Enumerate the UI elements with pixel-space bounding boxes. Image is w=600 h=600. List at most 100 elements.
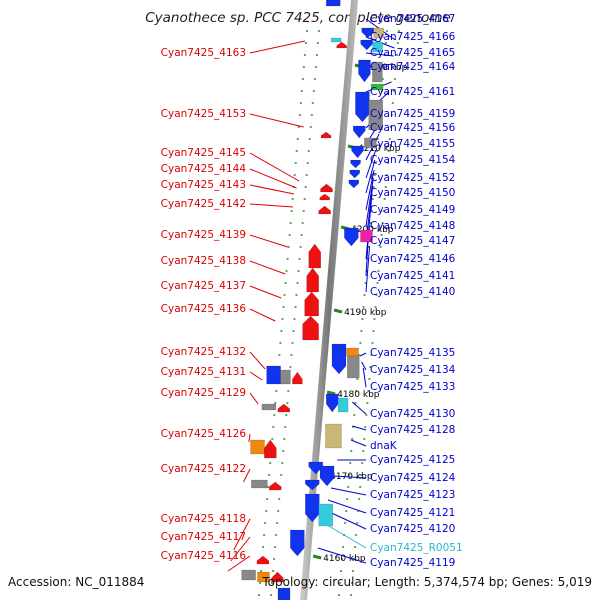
gene-feature[interactable] bbox=[346, 347, 359, 357]
gene-feature[interactable] bbox=[268, 481, 282, 491]
gene-feature[interactable] bbox=[266, 365, 281, 385]
gene-feature[interactable] bbox=[320, 183, 333, 193]
gene-feature[interactable] bbox=[361, 27, 374, 39]
gene-label-right[interactable]: Cyan7425_4159 bbox=[370, 108, 455, 120]
gene-feature[interactable] bbox=[308, 243, 321, 269]
gene-feature[interactable] bbox=[350, 159, 361, 169]
gene-feature[interactable] bbox=[351, 145, 364, 159]
gene-label-left[interactable]: Cyan7425_4143 bbox=[161, 179, 246, 191]
gene-feature[interactable] bbox=[318, 503, 333, 527]
gene-feature[interactable] bbox=[325, 393, 339, 413]
gene-label-left[interactable]: Cyan7425_4145 bbox=[161, 147, 246, 159]
gene-label-right[interactable]: Cyan7425_4150 bbox=[370, 187, 455, 199]
gene-label-right[interactable]: Cyan7425_4121 bbox=[370, 507, 455, 519]
gene-feature[interactable] bbox=[336, 41, 347, 49]
gene-feature[interactable] bbox=[305, 493, 320, 523]
gene-feature[interactable] bbox=[271, 571, 284, 583]
gene-feature[interactable] bbox=[358, 59, 371, 83]
gene-feature[interactable] bbox=[256, 555, 270, 565]
gene-feature[interactable] bbox=[325, 0, 341, 7]
gene-feature[interactable] bbox=[308, 461, 323, 475]
gene-label-left[interactable]: Cyan7425_4131 bbox=[161, 366, 246, 378]
gene-feature[interactable] bbox=[264, 439, 277, 459]
gene-feature[interactable] bbox=[368, 99, 383, 131]
gene-feature[interactable] bbox=[344, 227, 359, 247]
gene-feature[interactable] bbox=[290, 529, 305, 557]
gene-feature[interactable] bbox=[360, 39, 373, 51]
gene-feature[interactable] bbox=[319, 193, 331, 201]
gene-label-left[interactable]: Cyan7425_4163 bbox=[161, 47, 246, 59]
gene-label-left[interactable]: Cyan7425_4129 bbox=[161, 387, 246, 399]
gene-label-right[interactable]: Cyan7425_4147 bbox=[370, 235, 455, 247]
gene-feature[interactable] bbox=[277, 403, 291, 413]
gene-feature[interactable] bbox=[251, 479, 268, 489]
gene-feature[interactable] bbox=[277, 587, 291, 600]
gene-label-right[interactable]: Cyan7425_4166 bbox=[370, 31, 456, 43]
gene-label-right[interactable]: Cyan7425_4167 bbox=[370, 13, 455, 25]
gene-label-right[interactable]: Cyan7425_4161 bbox=[370, 86, 455, 98]
gene-feature[interactable] bbox=[360, 229, 373, 243]
gene-feature[interactable] bbox=[280, 369, 291, 385]
gene-label-right[interactable]: Cyan7425_4123 bbox=[370, 489, 455, 501]
gene-label-right[interactable]: Cyan7425_4149 bbox=[370, 204, 455, 216]
gene-label-left[interactable]: Cyan7425_4117 bbox=[161, 531, 246, 543]
gene-label-right[interactable]: Cyan7425_4133 bbox=[370, 381, 455, 393]
gene-feature[interactable] bbox=[370, 83, 384, 91]
gene-label-left[interactable]: Cyan7425_4116 bbox=[161, 550, 247, 562]
gene-label-right[interactable]: Cyan7425_4119 bbox=[370, 557, 455, 569]
gene-label-right[interactable]: Cyan7425_4120 bbox=[370, 523, 455, 535]
gene-feature[interactable] bbox=[257, 571, 270, 583]
gene-label-right[interactable]: Cyan7425_4148 bbox=[370, 220, 455, 232]
gene-feature[interactable] bbox=[318, 205, 331, 215]
gene-feature[interactable] bbox=[292, 371, 303, 385]
gene-feature[interactable] bbox=[373, 27, 384, 39]
gene-label-right[interactable]: Cyan7425_4140 bbox=[370, 286, 455, 298]
gene-feature[interactable] bbox=[261, 403, 277, 411]
gene-feature[interactable] bbox=[330, 37, 342, 43]
gene-label-right[interactable]: Cyan7425_4124 bbox=[370, 472, 456, 484]
gene-label-left[interactable]: Cyan7425_4139 bbox=[161, 229, 246, 241]
gene-label-right[interactable]: Cyan7425_4128 bbox=[370, 424, 455, 436]
gene-feature[interactable] bbox=[347, 355, 360, 379]
gene-label-left[interactable]: Cyan7425_4122 bbox=[161, 463, 246, 475]
gene-label-right[interactable]: Cyan7425_4125 bbox=[370, 454, 455, 466]
gene-feature[interactable] bbox=[372, 41, 383, 53]
gene-label-left[interactable]: Cyan7425_4144 bbox=[161, 163, 247, 175]
gene-label-right[interactable]: Cyan7425_4152 bbox=[370, 172, 455, 184]
gene-label-right[interactable]: Cyan7425_4165 bbox=[370, 47, 455, 59]
gene-feature[interactable] bbox=[372, 61, 383, 83]
gene-label-right[interactable]: Cyan7425_4154 bbox=[370, 154, 456, 166]
gene-feature[interactable] bbox=[319, 465, 335, 487]
gene-feature[interactable] bbox=[241, 569, 256, 581]
gene-feature[interactable] bbox=[306, 267, 319, 293]
gene-label-left[interactable]: Cyan7425_4137 bbox=[161, 280, 246, 292]
gene-feature[interactable] bbox=[325, 423, 342, 449]
gene-label-right[interactable]: Cyan7425_4155 bbox=[370, 138, 455, 150]
gene-feature[interactable] bbox=[320, 131, 332, 139]
gene-label-left[interactable]: Cyan7425_4126 bbox=[161, 428, 247, 440]
gene-feature[interactable] bbox=[353, 125, 366, 139]
gene-feature[interactable] bbox=[337, 397, 349, 413]
gene-label-right[interactable]: Cyan7425_4130 bbox=[370, 408, 455, 420]
gene-label-left[interactable]: Cyan7425_4136 bbox=[161, 303, 247, 315]
gene-feature[interactable] bbox=[304, 291, 319, 317]
gene-feature[interactable] bbox=[355, 91, 370, 123]
gene-feature[interactable] bbox=[349, 169, 360, 179]
gene-label-left[interactable]: Cyan7425_4138 bbox=[161, 255, 246, 267]
gene-label-right[interactable]: Cyan7425_4135 bbox=[370, 347, 455, 359]
gene-feature[interactable] bbox=[364, 137, 377, 149]
gene-feature[interactable] bbox=[302, 315, 319, 341]
gene-feature[interactable] bbox=[348, 179, 360, 189]
gene-label-right[interactable]: Cyan7425_R0051 bbox=[370, 542, 463, 554]
gene-label-right[interactable]: Cyan7425_4156 bbox=[370, 122, 456, 134]
gene-feature[interactable] bbox=[331, 343, 347, 375]
gene-label-left[interactable]: Cyan7425_4132 bbox=[161, 346, 246, 358]
gene-label-right[interactable]: Cyan7425_4146 bbox=[370, 253, 456, 265]
gene-label-left[interactable]: Cyan7425_4142 bbox=[161, 198, 246, 210]
gene-label-right[interactable]: Cyan7425_4134 bbox=[370, 364, 456, 376]
gene-label-right[interactable]: dnaK bbox=[370, 440, 398, 452]
gene-label-left[interactable]: Cyan7425_4118 bbox=[161, 513, 246, 525]
gene-label-right[interactable]: Cyan7425_4141 bbox=[370, 270, 455, 282]
gene-label-left[interactable]: Cyan7425_4153 bbox=[161, 108, 246, 120]
gene-feature[interactable] bbox=[250, 439, 265, 455]
